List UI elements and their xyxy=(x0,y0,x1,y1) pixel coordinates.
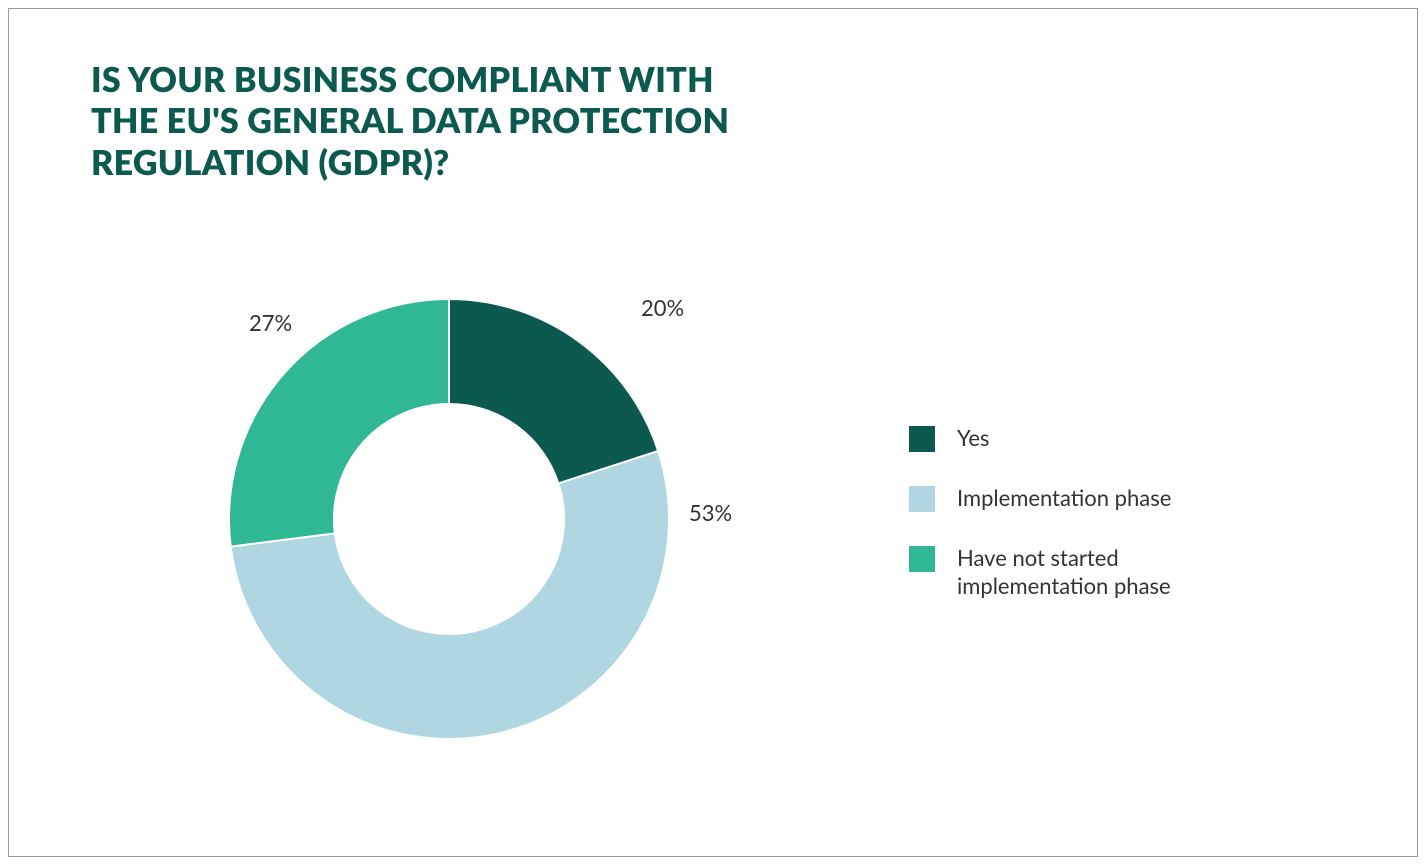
legend-swatch xyxy=(909,426,935,452)
donut-slice xyxy=(449,299,658,483)
chart-title-line: REGULATION (GDPR)? xyxy=(91,142,450,183)
legend-item: Yes xyxy=(909,424,1289,452)
pct-label: 20% xyxy=(641,294,684,321)
chart-title: IS YOUR BUSINESS COMPLIANT WITHTHE EU'S … xyxy=(91,59,729,183)
donut-chart: 20%53%27% xyxy=(209,279,689,759)
legend-label: Implementation phase xyxy=(957,484,1171,512)
chart-frame: IS YOUR BUSINESS COMPLIANT WITHTHE EU'S … xyxy=(8,8,1418,857)
legend-item: Implementation phase xyxy=(909,484,1289,512)
legend-item: Have not started implementation phase xyxy=(909,544,1289,599)
legend-label: Have not started implementation phase xyxy=(957,544,1227,599)
legend-swatch xyxy=(909,486,935,512)
chart-title-line: IS YOUR BUSINESS COMPLIANT WITH xyxy=(91,59,714,100)
pct-label: 27% xyxy=(249,309,292,336)
donut-svg xyxy=(209,279,689,759)
pct-label: 53% xyxy=(689,499,732,526)
chart-title-line: THE EU'S GENERAL DATA PROTECTION xyxy=(91,100,729,141)
legend: Yes Implementation phase Have not started … xyxy=(909,424,1289,631)
legend-swatch xyxy=(909,546,935,572)
donut-slice xyxy=(229,299,449,547)
legend-label: Yes xyxy=(957,424,989,452)
